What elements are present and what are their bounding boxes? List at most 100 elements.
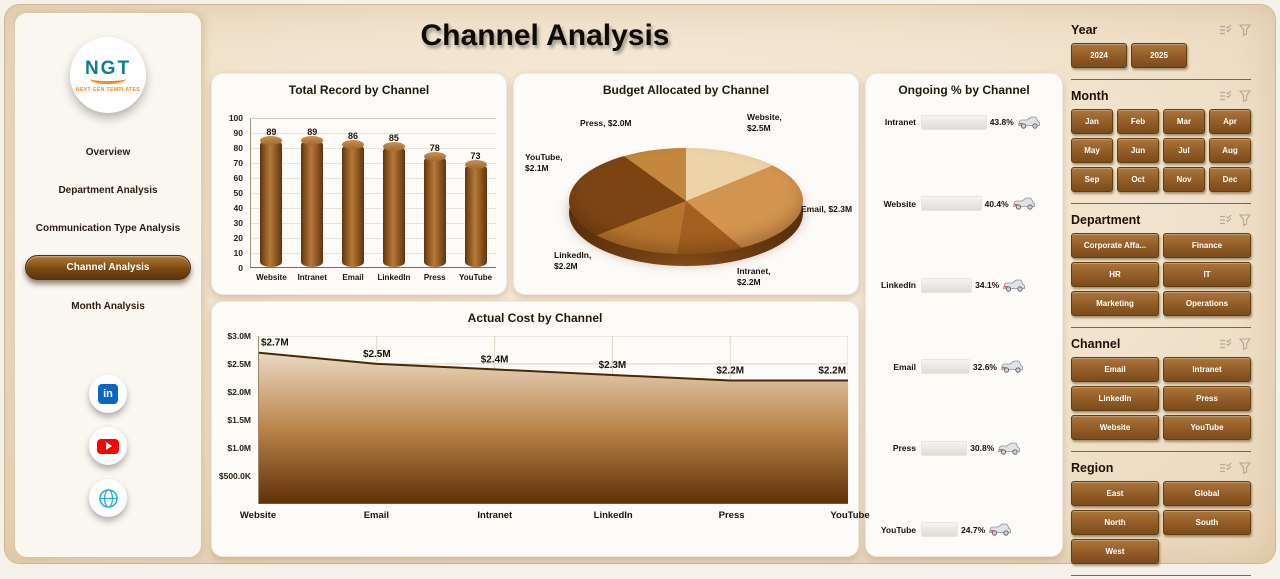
slicer-option-jul[interactable]: Jul [1163, 138, 1205, 163]
svg-text:$2.7M: $2.7M [261, 338, 289, 349]
slicer-option-jan[interactable]: Jan [1071, 109, 1113, 134]
chart-title-budget: Budget Allocated by Channel [514, 83, 858, 97]
sidebar-item-communication-type-analysis[interactable]: Communication Type Analysis [25, 217, 191, 240]
bar-x-label: Intranet [298, 273, 327, 282]
slicer-option-email[interactable]: Email [1071, 357, 1159, 382]
sidebar-item-channel-analysis[interactable]: Channel Analysis [25, 255, 191, 280]
linkedin-icon[interactable]: in [89, 375, 127, 413]
ongoing-bar[interactable] [921, 196, 982, 211]
filter-icon[interactable] [1239, 338, 1251, 350]
bar-cylinder[interactable] [342, 144, 364, 267]
pie-surface[interactable] [569, 148, 803, 254]
slicer-option-marketing[interactable]: Marketing [1071, 291, 1159, 316]
filter-icon[interactable] [1239, 90, 1251, 102]
slicer-option-nov[interactable]: Nov [1163, 167, 1205, 192]
slicer-option-may[interactable]: May [1071, 138, 1113, 163]
slicer-option-press[interactable]: Press [1163, 386, 1251, 411]
bar-cylinder[interactable] [424, 156, 446, 267]
slicer-title-department: Department [1071, 213, 1140, 227]
svg-text:$2.2M: $2.2M [716, 366, 744, 377]
car-icon [1017, 116, 1041, 129]
bar-cylinder[interactable] [301, 140, 323, 268]
slicer-option-jun[interactable]: Jun [1117, 138, 1159, 163]
slicer-option-oct[interactable]: Oct [1117, 167, 1159, 192]
website-globe-icon[interactable] [89, 479, 127, 517]
sidebar-item-department-analysis[interactable]: Department Analysis [25, 179, 191, 202]
ongoing-percent-label: 24.7% [961, 525, 985, 535]
slicer-option-west[interactable]: West [1071, 539, 1159, 564]
chart-title-actual-cost: Actual Cost by Channel [212, 311, 858, 325]
slicer-option-intranet[interactable]: Intranet [1163, 357, 1251, 382]
area-plot: $2.7M$2.5M$2.4M$2.3M$2.2M$2.2M [258, 336, 848, 504]
filter-icon[interactable] [1239, 24, 1251, 36]
slicer-option-linkedin[interactable]: LinkedIn [1071, 386, 1159, 411]
svg-text:$2.5M: $2.5M [363, 349, 391, 360]
bar-x-label: Website [256, 273, 287, 282]
slicer-option-youtube[interactable]: YouTube [1163, 415, 1251, 440]
slicer-option-dec[interactable]: Dec [1209, 167, 1251, 192]
social-links: in [15, 375, 201, 517]
pie-label-email: Email, $2.3M [801, 204, 863, 215]
area-x-label: Intranet [477, 510, 512, 521]
youtube-icon[interactable] [89, 427, 127, 465]
bar-cylinder[interactable] [465, 164, 487, 268]
slicer-option-it[interactable]: IT [1163, 262, 1251, 287]
bar-cylinder[interactable] [260, 140, 282, 268]
ongoing-bar[interactable] [921, 441, 967, 456]
slicer-option-finance[interactable]: Finance [1163, 233, 1251, 258]
car-icon [1000, 360, 1024, 373]
ongoing-bar[interactable] [921, 522, 958, 537]
slicer-option-aug[interactable]: Aug [1209, 138, 1251, 163]
filter-icon[interactable] [1239, 462, 1251, 474]
slicer-option-sep[interactable]: Sep [1071, 167, 1113, 192]
slicer-option-mar[interactable]: Mar [1163, 109, 1205, 134]
ongoing-percent-label: 40.4% [985, 199, 1009, 209]
multi-select-icon[interactable] [1219, 214, 1232, 226]
slicer-option-operations[interactable]: Operations [1163, 291, 1251, 316]
ongoing-bar[interactable] [921, 115, 987, 130]
slicer-option-south[interactable]: South [1163, 510, 1251, 535]
slicer-title-region: Region [1071, 461, 1113, 475]
multi-select-icon[interactable] [1219, 462, 1232, 474]
slicer-option-apr[interactable]: Apr [1209, 109, 1251, 134]
linkedin-badge: in [98, 384, 118, 404]
slicer-option-2024[interactable]: 2024 [1071, 43, 1127, 68]
car-icon [997, 442, 1021, 455]
slicer-option-hr[interactable]: HR [1071, 262, 1159, 287]
sidebar-item-overview[interactable]: Overview [25, 141, 191, 164]
slicer-title-year: Year [1071, 23, 1097, 37]
slicer-option-east[interactable]: East [1071, 481, 1159, 506]
ongoing-bar[interactable] [921, 359, 970, 374]
multi-select-icon[interactable] [1219, 338, 1232, 350]
sidebar-item-month-analysis[interactable]: Month Analysis [25, 295, 191, 318]
slicer-option-2025[interactable]: 2025 [1131, 43, 1187, 68]
bar-cylinder[interactable] [383, 146, 405, 268]
slicer-option-global[interactable]: Global [1163, 481, 1251, 506]
slicer-title-channel: Channel [1071, 337, 1120, 351]
area-x-label: Website [240, 510, 276, 521]
ongoing-bar[interactable] [921, 278, 972, 293]
slicer-option-north[interactable]: North [1071, 510, 1159, 535]
svg-text:$2.4M: $2.4M [481, 354, 509, 365]
slicer-option-corporate-affa[interactable]: Corporate Affa... [1071, 233, 1159, 258]
slicer-option-website[interactable]: Website [1071, 415, 1159, 440]
chart-title-ongoing: Ongoing % by Channel [866, 83, 1062, 97]
multi-select-icon[interactable] [1219, 24, 1232, 36]
multi-select-icon[interactable] [1219, 90, 1232, 102]
ongoing-percent-label: 32.6% [973, 362, 997, 372]
bar-x-label: Press [424, 273, 446, 282]
filter-icon[interactable] [1239, 214, 1251, 226]
slicer-option-feb[interactable]: Feb [1117, 109, 1159, 134]
